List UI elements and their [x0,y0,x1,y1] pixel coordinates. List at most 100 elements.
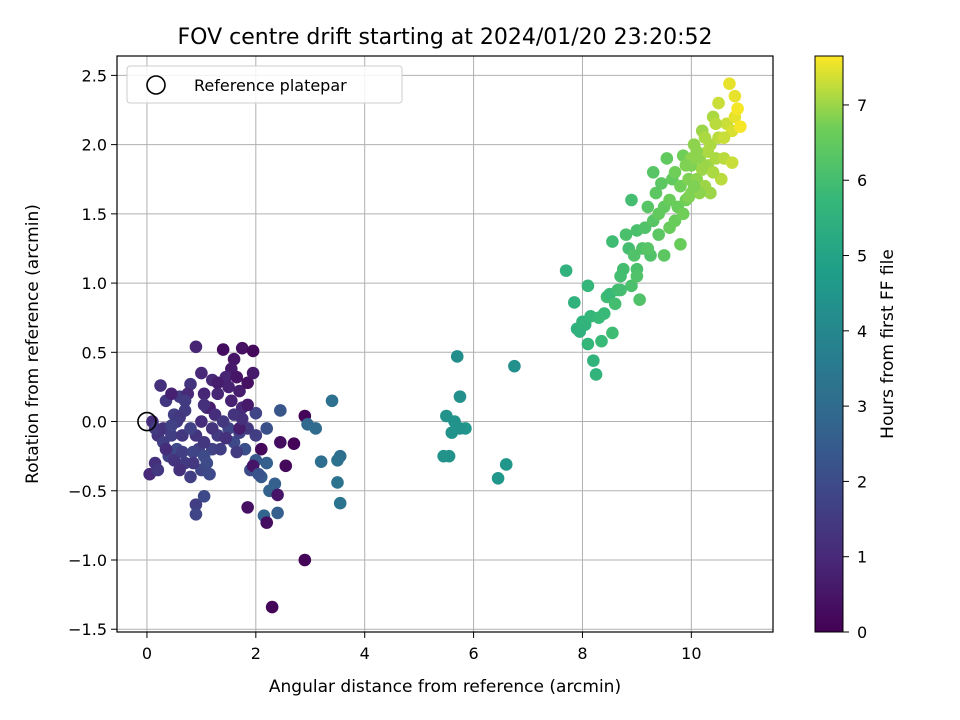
y-tick-label: 1.0 [82,274,107,293]
data-point [453,422,467,435]
data-point [203,467,216,481]
data-point [331,454,344,467]
data-point [241,376,254,390]
colorbar-tick-label: 3 [857,397,867,416]
data-point [676,207,690,221]
data-point [731,102,744,115]
x-tick-label: 4 [360,644,370,663]
y-tick-label: 2.0 [82,136,107,155]
data-point [167,454,181,467]
data-point [725,156,739,169]
data-point [723,77,736,90]
colorbar-tick-label: 6 [857,171,867,190]
colorbar-label: Hours from first FF file [878,249,898,439]
data-point [641,242,655,255]
data-point [619,228,633,241]
x-axis-ticks: 0 2 4 6 8 10 [142,632,702,663]
data-point [216,415,230,428]
data-point [230,370,244,384]
data-point [679,159,693,172]
data-point [589,368,603,381]
data-point [165,387,178,401]
data-point [197,490,211,503]
data-point [252,467,265,481]
data-point [235,412,249,426]
colorbar-tick-label: 7 [857,96,867,115]
data-point [625,279,638,293]
x-tick-label: 8 [577,644,587,663]
data-point [668,166,682,179]
data-point [274,404,287,417]
data-point [657,249,671,262]
data-point [225,394,238,408]
data-point [176,445,189,459]
data-point [151,463,165,477]
legend-box [126,65,403,104]
data-point [260,516,274,529]
data-point [655,177,668,190]
data-point [186,445,200,459]
data-point [205,422,219,435]
data-point [309,422,323,435]
data-point [633,293,646,306]
data-point [453,390,467,403]
colorbar-tick-label: 4 [857,322,867,341]
data-point [184,377,197,391]
legend: Reference platepar [126,65,403,104]
data-point [491,472,505,485]
colorbar-tick-label: 5 [857,247,867,266]
data-point [241,501,254,514]
data-point [178,394,192,408]
chart-title: FOV centre drift starting at 2024/01/20 … [178,25,713,50]
data-point [219,431,233,445]
data-point [682,190,695,204]
colorbar-ticks: 0 1 2 3 4 5 6 7 [843,96,867,642]
data-point [728,89,742,103]
colorbar-gradient [814,55,844,633]
colorbar-tick-label: 0 [857,623,867,642]
data-point [279,459,293,473]
data-point [325,394,339,408]
data-point [663,221,676,234]
data-point [652,228,665,241]
data-point [197,449,211,463]
data-points [143,77,747,614]
data-point [271,488,284,502]
data-point [189,340,203,354]
data-point [608,297,622,311]
data-point [734,120,747,133]
data-point [333,496,347,510]
x-tick-label: 10 [681,644,701,663]
data-point [197,398,211,412]
plot-frame [116,55,774,633]
colorbar-tick-label: 1 [857,548,867,567]
y-tick-label: −1.0 [68,551,107,570]
data-point [235,341,249,355]
data-point [249,429,263,442]
data-point [197,387,211,401]
legend-marker [146,75,166,95]
x-axis-label: Angular distance from reference (arcmin) [269,677,621,697]
data-point [674,238,687,251]
data-point [186,456,200,470]
data-point [227,352,241,366]
data-point [450,350,464,363]
data-point [331,476,344,489]
data-point [195,415,208,428]
data-point [287,437,301,450]
data-point [712,96,725,110]
data-point [246,344,260,358]
data-point [660,152,674,165]
y-tick-label: −1.5 [68,620,107,639]
data-point [499,458,513,471]
data-point [606,235,619,248]
data-point [614,283,627,297]
data-point [442,449,456,463]
data-point [314,455,328,468]
data-point [641,200,655,214]
data-point [698,131,712,144]
data-point [189,508,203,521]
data-point [230,445,244,459]
x-tick-label: 2 [251,644,261,663]
